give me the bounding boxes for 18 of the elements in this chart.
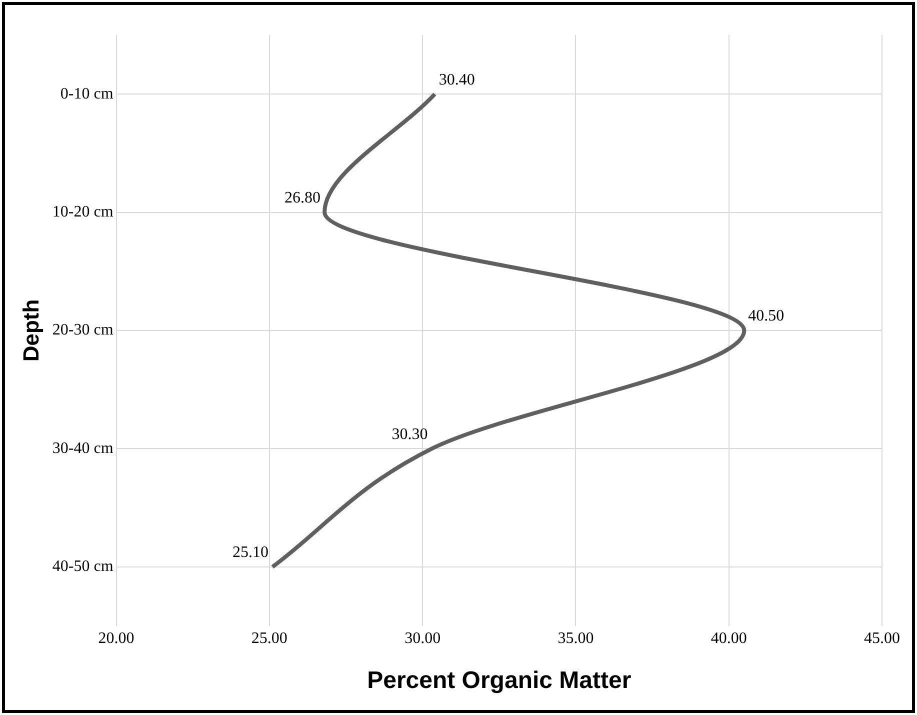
x-tick-label: 30.00 bbox=[404, 630, 441, 647]
x-tick-label: 20.00 bbox=[98, 630, 134, 647]
y-tick-label: 20-30 cm bbox=[52, 322, 114, 339]
x-tick-label: 45.00 bbox=[864, 630, 900, 647]
y-tick-label: 10-20 cm bbox=[52, 204, 114, 221]
x-axis-title: Percent Organic Matter bbox=[367, 667, 632, 694]
data-label: 26.80 bbox=[284, 190, 321, 207]
x-tick-label: 40.00 bbox=[710, 630, 747, 647]
x-tick-label: 35.00 bbox=[558, 630, 594, 647]
y-tick-label: 30-40 cm bbox=[52, 440, 114, 457]
y-axis-title: Depth bbox=[18, 299, 44, 362]
y-tick-label: 40-50 cm bbox=[52, 558, 114, 576]
y-tick-label: 0-10 cm bbox=[60, 85, 114, 102]
data-label: 30.30 bbox=[392, 426, 428, 443]
data-label: 30.40 bbox=[438, 71, 475, 88]
data-label: 40.50 bbox=[748, 308, 784, 325]
x-tick-label: 25.00 bbox=[251, 630, 288, 647]
data-label: 25.10 bbox=[232, 544, 268, 562]
